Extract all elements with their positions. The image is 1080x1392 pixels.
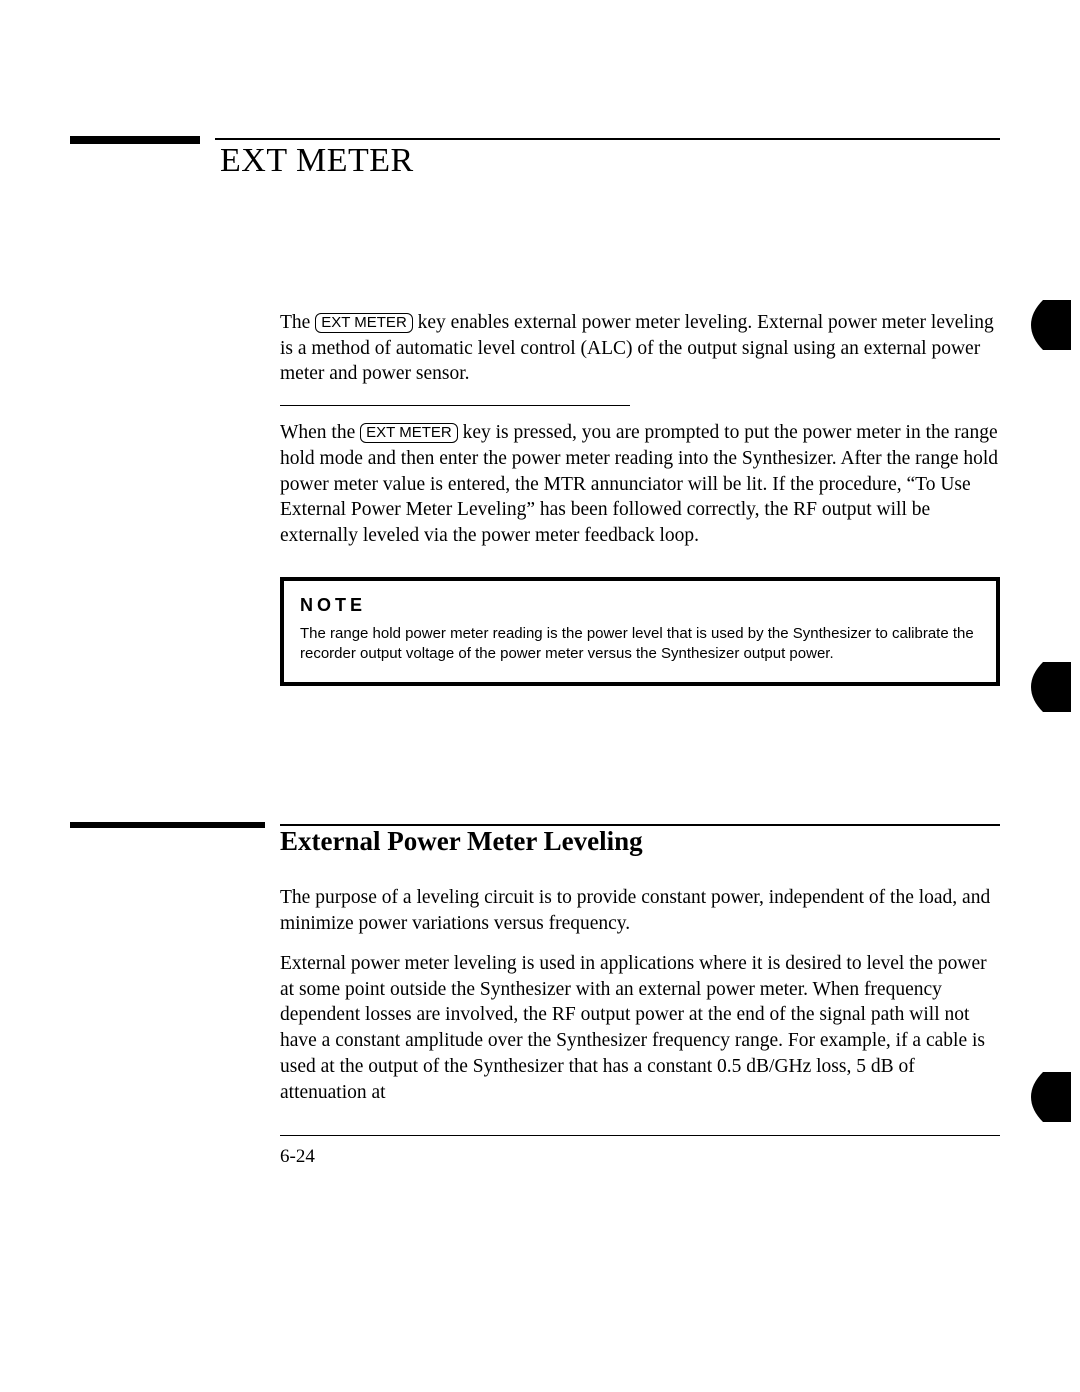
section-horizontal-rule	[280, 824, 1000, 826]
note-text: The range hold power meter reading is th…	[300, 624, 980, 665]
note-box: NOTE The range hold power meter reading …	[280, 577, 1000, 687]
note-heading: NOTE	[300, 595, 980, 616]
section-paragraph-2: External power meter leveling is used in…	[280, 951, 1000, 1105]
page-number: 6-24	[280, 1146, 1000, 1168]
intro-text-before: The	[280, 312, 315, 333]
page-container: EXT METER The EXT METER key enables exte…	[0, 0, 1080, 1228]
section-paragraph-1: The purpose of a leveling circuit is to …	[280, 885, 1000, 936]
thumb-tab-icon	[1030, 1072, 1072, 1122]
para2-text-before: When the	[280, 422, 360, 443]
ext-meter-key-2: EXT METER	[360, 423, 458, 443]
section-accent-bar	[70, 822, 265, 828]
ext-meter-key: EXT METER	[315, 313, 413, 333]
section-body: The purpose of a leveling circuit is to …	[280, 885, 1000, 1105]
intro-paragraph: The EXT METER key enables external power…	[280, 310, 1000, 387]
thumb-tab-icon	[1030, 300, 1072, 350]
title-block: EXT METER	[110, 142, 1000, 180]
section-heading: External Power Meter Leveling	[280, 826, 1000, 857]
page-title: EXT METER	[220, 142, 1000, 180]
footer-rule	[280, 1135, 1000, 1136]
section-divider-short	[280, 405, 630, 406]
procedure-paragraph: When the EXT METER key is pressed, you a…	[280, 420, 1000, 549]
thumb-tab-icon	[1030, 662, 1072, 712]
title-horizontal-rule	[215, 138, 1000, 140]
section-block: External Power Meter Leveling The purpos…	[110, 826, 1000, 1105]
title-accent-bar	[70, 136, 200, 144]
